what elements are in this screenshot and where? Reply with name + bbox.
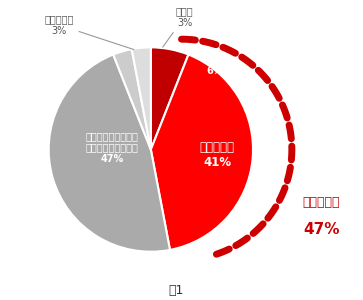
Text: やや減った
3%: やや減った 3% [44,14,134,50]
Text: 図1: 図1 [169,284,184,297]
Text: 変化していない。ど
ちらともいえない。
47%: 変化していない。ど ちらともいえない。 47% [86,131,138,164]
Wedge shape [132,47,151,149]
Wedge shape [113,49,151,149]
Wedge shape [151,55,253,250]
Text: 「増えた」: 「増えた」 [303,196,340,209]
Text: 減った
3%: 減った 3% [163,6,193,47]
Text: 増えた
6%: 増えた 6% [205,54,223,76]
Text: 47%: 47% [303,222,340,237]
Text: やや増えた
41%: やや増えた 41% [200,141,235,169]
Wedge shape [151,47,188,149]
Wedge shape [49,55,170,252]
